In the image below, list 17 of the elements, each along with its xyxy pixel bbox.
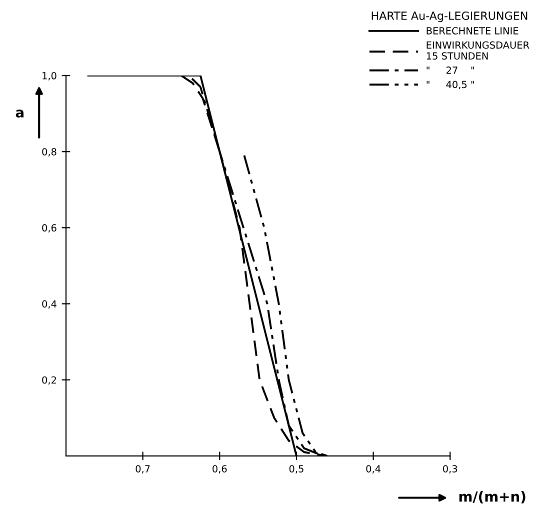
text: BERECHNETE LINIE	[426, 27, 518, 34]
x-tick-label: 0,4	[366, 465, 380, 474]
y-tick-label: 0,8	[42, 148, 56, 156]
y-tick-label: 0,2	[42, 376, 56, 385]
y-tick-label: 1,0	[42, 72, 56, 80]
y-tick-label: 0,4	[42, 300, 56, 309]
x-tick-label: 0,5	[289, 465, 304, 474]
x-tick-label: 0,3	[443, 465, 458, 474]
y-axis-title: a	[16, 110, 24, 118]
text: " 40,5 "	[426, 80, 474, 90]
x-axis-title: m/(m+n)	[459, 491, 526, 504]
text: EINWIRKUNGSDAUER 15 STUNDEN	[426, 41, 530, 60]
x-tick-label: 0,6	[212, 465, 227, 474]
legend-title: HARTE Au-Ag-LEGIERUNGEN	[372, 12, 528, 22]
y-tick-label: 0,6	[42, 224, 56, 233]
x-tick-label: 0,7	[136, 465, 150, 474]
text: " 27 "	[426, 66, 474, 74]
